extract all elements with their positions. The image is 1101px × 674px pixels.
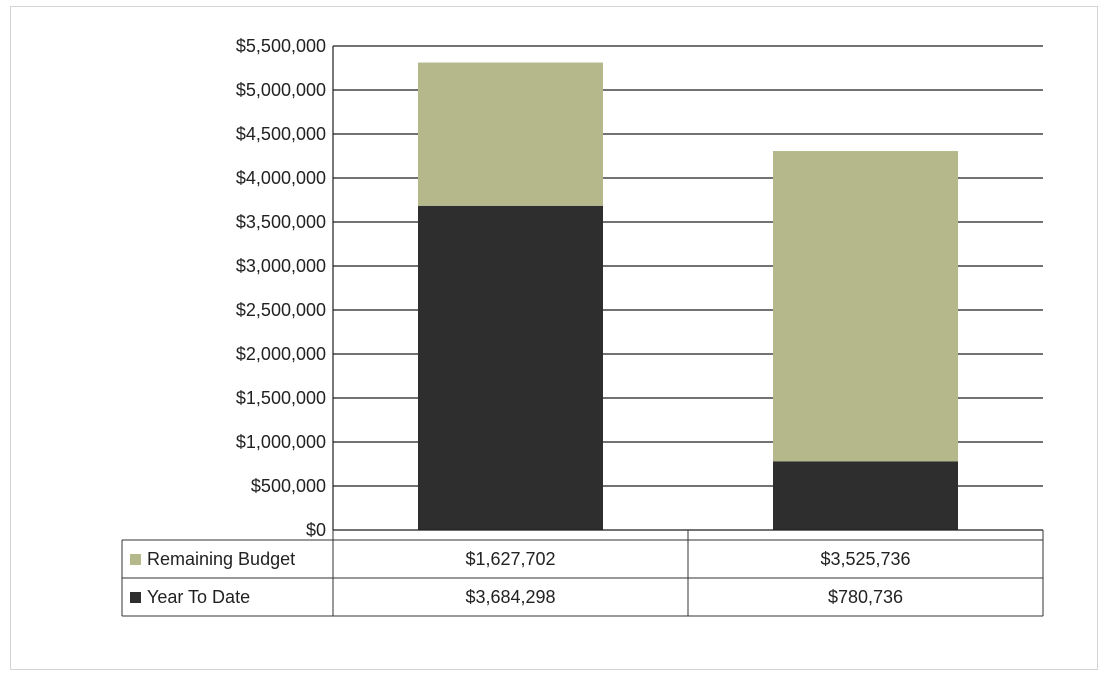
- bar-remaining-budget: [418, 62, 603, 206]
- table-cell-value: $1,627,702: [465, 549, 555, 569]
- y-tick-label: $1,500,000: [236, 388, 326, 408]
- y-tick-label: $5,000,000: [236, 80, 326, 100]
- table-cell-value: $780,736: [828, 587, 903, 607]
- y-tick-label: $4,500,000: [236, 124, 326, 144]
- data-table: Remaining Budget $1,627,702 $3,525,736 Year…: [121, 530, 1044, 617]
- y-tick-label: $2,500,000: [236, 300, 326, 320]
- y-tick-label: $3,500,000: [236, 212, 326, 232]
- chart-frame: [10, 6, 1098, 670]
- legend-label: Year To Date: [147, 587, 250, 607]
- table-cell-value: $3,684,298: [465, 587, 555, 607]
- y-tick-label: $1,000,000: [236, 432, 326, 452]
- bar-year-to-date: [773, 461, 958, 530]
- y-tick-label: $3,000,000: [236, 256, 326, 276]
- bar-year-to-date: [418, 205, 603, 530]
- table-cell-value: $3,525,736: [820, 549, 910, 569]
- y-tick-label: $2,000,000: [236, 344, 326, 364]
- y-tick-label: $0: [306, 520, 326, 540]
- bar-remaining-budget: [773, 151, 958, 462]
- bars: [418, 62, 958, 530]
- y-tick-label: $4,000,000: [236, 168, 326, 188]
- legend-label: Remaining Budget: [147, 549, 295, 569]
- y-tick-label: $500,000: [251, 476, 326, 496]
- legend-swatch: [130, 592, 141, 603]
- legend-swatch: [130, 554, 141, 565]
- y-axis-tick-labels: $0 $500,000 $1,000,000 $1,500,000 $2,000,000…: [236, 36, 326, 540]
- y-tick-label: $5,500,000: [236, 36, 326, 56]
